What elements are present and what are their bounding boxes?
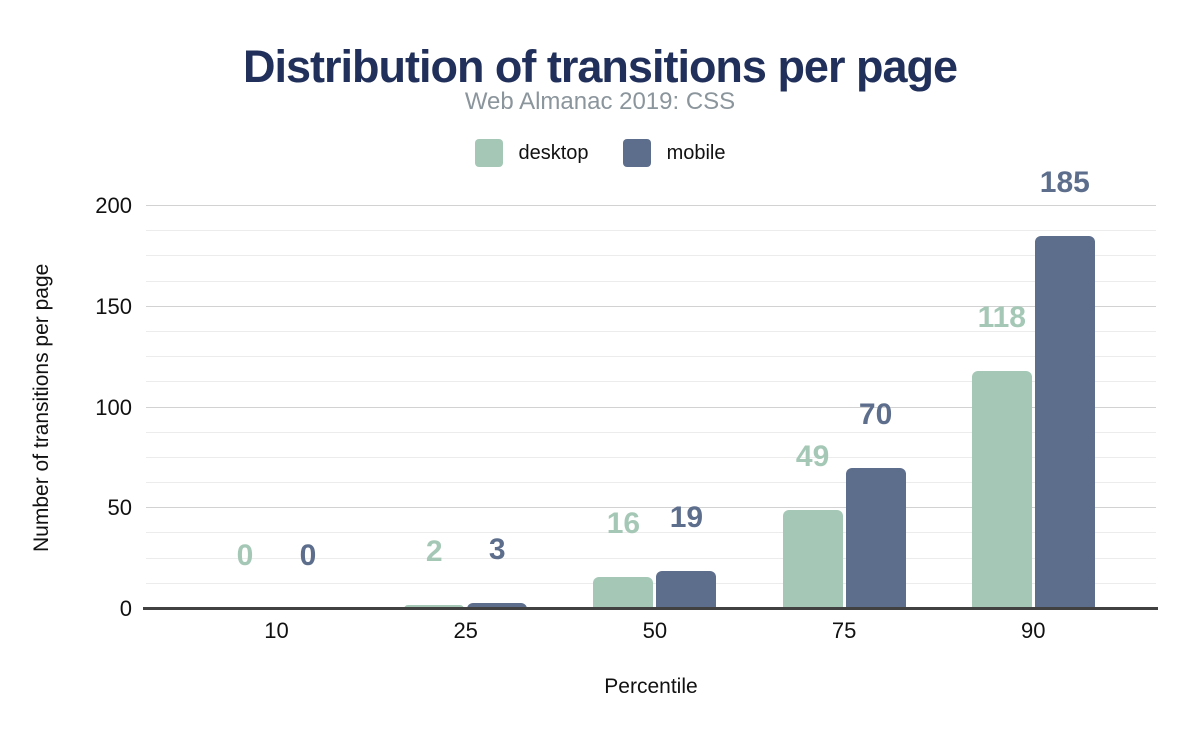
y-tick-label: 200 [95,193,132,218]
gridline-minor [146,431,1156,433]
bar-value-label-desktop-10: 0 [236,539,254,572]
bar-desktop-75 [782,510,843,609]
bar-mobile-75 [845,467,906,609]
bar-value-label-desktop-75: 49 [795,440,830,474]
gridline-minor [146,330,1156,332]
bar-mobile-25 [467,602,528,609]
legend-label-desktop: desktop [518,141,589,164]
bar-value-label-desktop-90: 118 [977,301,1026,335]
x-tick-label: 25 [453,618,478,643]
gridline-minor [146,532,1156,534]
gridline-minor [146,482,1156,484]
x-tick-label: 50 [642,618,668,643]
bar-mobile-50 [656,570,717,609]
bar-desktop-25 [404,604,465,609]
gridline-minor [146,280,1156,282]
chart-subtitle: Web Almanac 2019: CSS [464,88,736,115]
y-tick-label: 150 [95,293,132,319]
gridline-minor [146,557,1156,559]
bar-desktop-50 [593,576,654,609]
y-tick-label: 50 [107,495,132,521]
bar-value-label-mobile-50: 19 [669,500,704,534]
bar-desktop-90 [971,371,1032,609]
x-tick-label: 90 [1021,618,1046,643]
bar-value-label-mobile-75: 70 [858,397,893,431]
gridline-minor [146,255,1156,257]
bar-value-label-mobile-25: 3 [488,532,506,566]
bar-mobile-90 [1034,236,1095,609]
gridline-major [146,205,1156,206]
chart-title: Distribution of transitions per page [242,41,958,92]
bar-value-label-mobile-10: 0 [299,539,317,572]
bar-value-label-mobile-90: 185 [1039,166,1090,200]
legend-swatch-desktop-icon [474,139,503,167]
legend-swatch-mobile-icon [622,139,651,167]
gridline-minor [146,230,1156,232]
plot-area: 0 0 2 3 16 19 49 70 118 185 [146,168,1156,609]
gridline-minor [146,356,1156,358]
x-axis-title: Percentile [604,675,698,698]
gridline-minor [146,381,1156,383]
y-tick-label: 100 [95,394,132,420]
gridline-major [146,406,1156,408]
gridline-major [146,305,1156,307]
legend: desktop mobile [0,139,1200,167]
x-tick-label: 10 [264,618,289,643]
legend-item-desktop: desktop [474,139,589,167]
gridline-minor [146,456,1156,458]
y-tick-label: 0 [119,596,132,621]
legend-label-mobile: mobile [666,141,726,164]
legend-item-mobile: mobile [622,139,726,167]
bar-value-label-desktop-25: 2 [425,534,443,568]
x-axis-line [143,607,1158,610]
bar-value-label-desktop-50: 16 [606,506,641,540]
x-tick-label: 75 [831,618,857,643]
gridline-major [146,507,1156,509]
